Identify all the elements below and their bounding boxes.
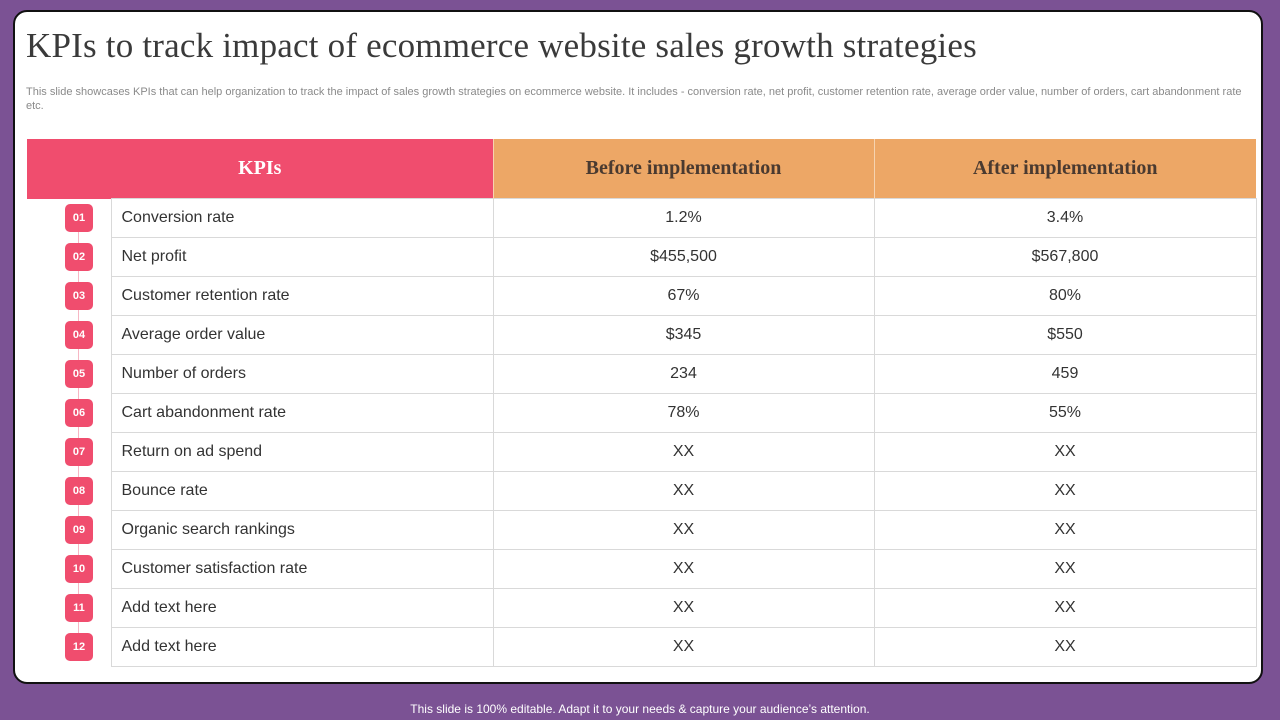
after-value-cell: XX: [873, 510, 1257, 550]
row-number-cell: 10: [27, 549, 111, 589]
after-value-cell: XX: [873, 471, 1257, 511]
table-body: 01 Conversion rate 1.2% 3.4% 02 Net profit $45…: [27, 198, 1257, 667]
kpi-name-cell: Organic search rankings: [110, 510, 494, 550]
header-kpis: KPIs: [27, 139, 493, 199]
kpi-name-cell: Bounce rate: [110, 471, 494, 511]
table-row: 10 Customer satisfaction rate XX XX: [27, 549, 1257, 589]
row-number-badge: 07: [65, 438, 93, 466]
row-number-cell: 09: [27, 510, 111, 550]
row-number-badge: 04: [65, 321, 93, 349]
row-number-badge: 11: [65, 594, 93, 622]
before-value-cell: 234: [492, 354, 875, 394]
table-row: 11 Add text here XX XX: [27, 588, 1257, 628]
before-value-cell: 67%: [492, 276, 875, 316]
footer-note: This slide is 100% editable. Adapt it to…: [410, 702, 870, 716]
before-value-cell: XX: [492, 510, 875, 550]
table-header-row: KPIs Before implementation After impleme…: [27, 139, 1256, 199]
table-row: 04 Average order value $345 $550: [27, 315, 1257, 355]
after-value-cell: XX: [873, 432, 1257, 472]
after-value-cell: 459: [873, 354, 1257, 394]
after-value-cell: 80%: [873, 276, 1257, 316]
before-value-cell: XX: [492, 432, 875, 472]
row-number-cell: 06: [27, 393, 111, 433]
table-row: 09 Organic search rankings XX XX: [27, 510, 1257, 550]
row-number-cell: 08: [27, 471, 111, 511]
slide-subtitle: This slide showcases KPIs that can help …: [26, 86, 1242, 112]
before-value-cell: 1.2%: [492, 198, 875, 238]
before-value-cell: XX: [492, 471, 875, 511]
row-number-badge: 12: [65, 633, 93, 661]
row-number-badge: 10: [65, 555, 93, 583]
kpi-table: KPIs Before implementation After impleme…: [27, 139, 1257, 667]
slide-card: KPIs to track impact of ecommerce websit…: [13, 10, 1263, 684]
table-row: 05 Number of orders 234 459: [27, 354, 1257, 394]
kpi-name-cell: Net profit: [110, 237, 494, 277]
slide-title: KPIs to track impact of ecommerce websit…: [26, 26, 977, 65]
table-row: 02 Net profit $455,500 $567,800: [27, 237, 1257, 277]
header-before-implementation: Before implementation: [492, 139, 874, 199]
before-value-cell: $455,500: [492, 237, 875, 277]
row-number-badge: 01: [65, 204, 93, 232]
row-number-badge: 05: [65, 360, 93, 388]
row-number-cell: 04: [27, 315, 111, 355]
row-number-cell: 11: [27, 588, 111, 628]
kpi-name-cell: Return on ad spend: [110, 432, 494, 472]
kpi-name-cell: Cart abandonment rate: [110, 393, 494, 433]
before-value-cell: XX: [492, 549, 875, 589]
kpi-name-cell: Number of orders: [110, 354, 494, 394]
after-value-cell: XX: [873, 549, 1257, 589]
row-number-cell: 02: [27, 237, 111, 277]
row-number-cell: 03: [27, 276, 111, 316]
table-row: 07 Return on ad spend XX XX: [27, 432, 1257, 472]
table-row: 08 Bounce rate XX XX: [27, 471, 1257, 511]
row-number-badge: 02: [65, 243, 93, 271]
kpi-table-container: KPIs Before implementation After impleme…: [27, 139, 1257, 667]
row-number-cell: 07: [27, 432, 111, 472]
row-number-badge: 06: [65, 399, 93, 427]
row-number-badge: 09: [65, 516, 93, 544]
kpi-name-cell: Customer satisfaction rate: [110, 549, 494, 589]
before-value-cell: XX: [492, 627, 875, 667]
row-number-badge: 08: [65, 477, 93, 505]
row-number-cell: 12: [27, 627, 111, 667]
row-number-badge: 03: [65, 282, 93, 310]
header-after-implementation: After implementation: [873, 139, 1256, 199]
kpi-name-cell: Conversion rate: [110, 198, 494, 238]
row-number-cell: 05: [27, 354, 111, 394]
table-row: 01 Conversion rate 1.2% 3.4%: [27, 198, 1257, 238]
table-row: 06 Cart abandonment rate 78% 55%: [27, 393, 1257, 433]
after-value-cell: $567,800: [873, 237, 1257, 277]
table-row: 12 Add text here XX XX: [27, 627, 1257, 667]
after-value-cell: 3.4%: [873, 198, 1257, 238]
kpi-name-cell: Average order value: [110, 315, 494, 355]
after-value-cell: XX: [873, 627, 1257, 667]
kpi-name-cell: Add text here: [110, 627, 494, 667]
after-value-cell: 55%: [873, 393, 1257, 433]
before-value-cell: $345: [492, 315, 875, 355]
row-number-cell: 01: [27, 199, 111, 238]
after-value-cell: $550: [873, 315, 1257, 355]
after-value-cell: XX: [873, 588, 1257, 628]
kpi-name-cell: Add text here: [110, 588, 494, 628]
before-value-cell: 78%: [492, 393, 875, 433]
table-row: 03 Customer retention rate 67% 80%: [27, 276, 1257, 316]
kpi-name-cell: Customer retention rate: [110, 276, 494, 316]
before-value-cell: XX: [492, 588, 875, 628]
